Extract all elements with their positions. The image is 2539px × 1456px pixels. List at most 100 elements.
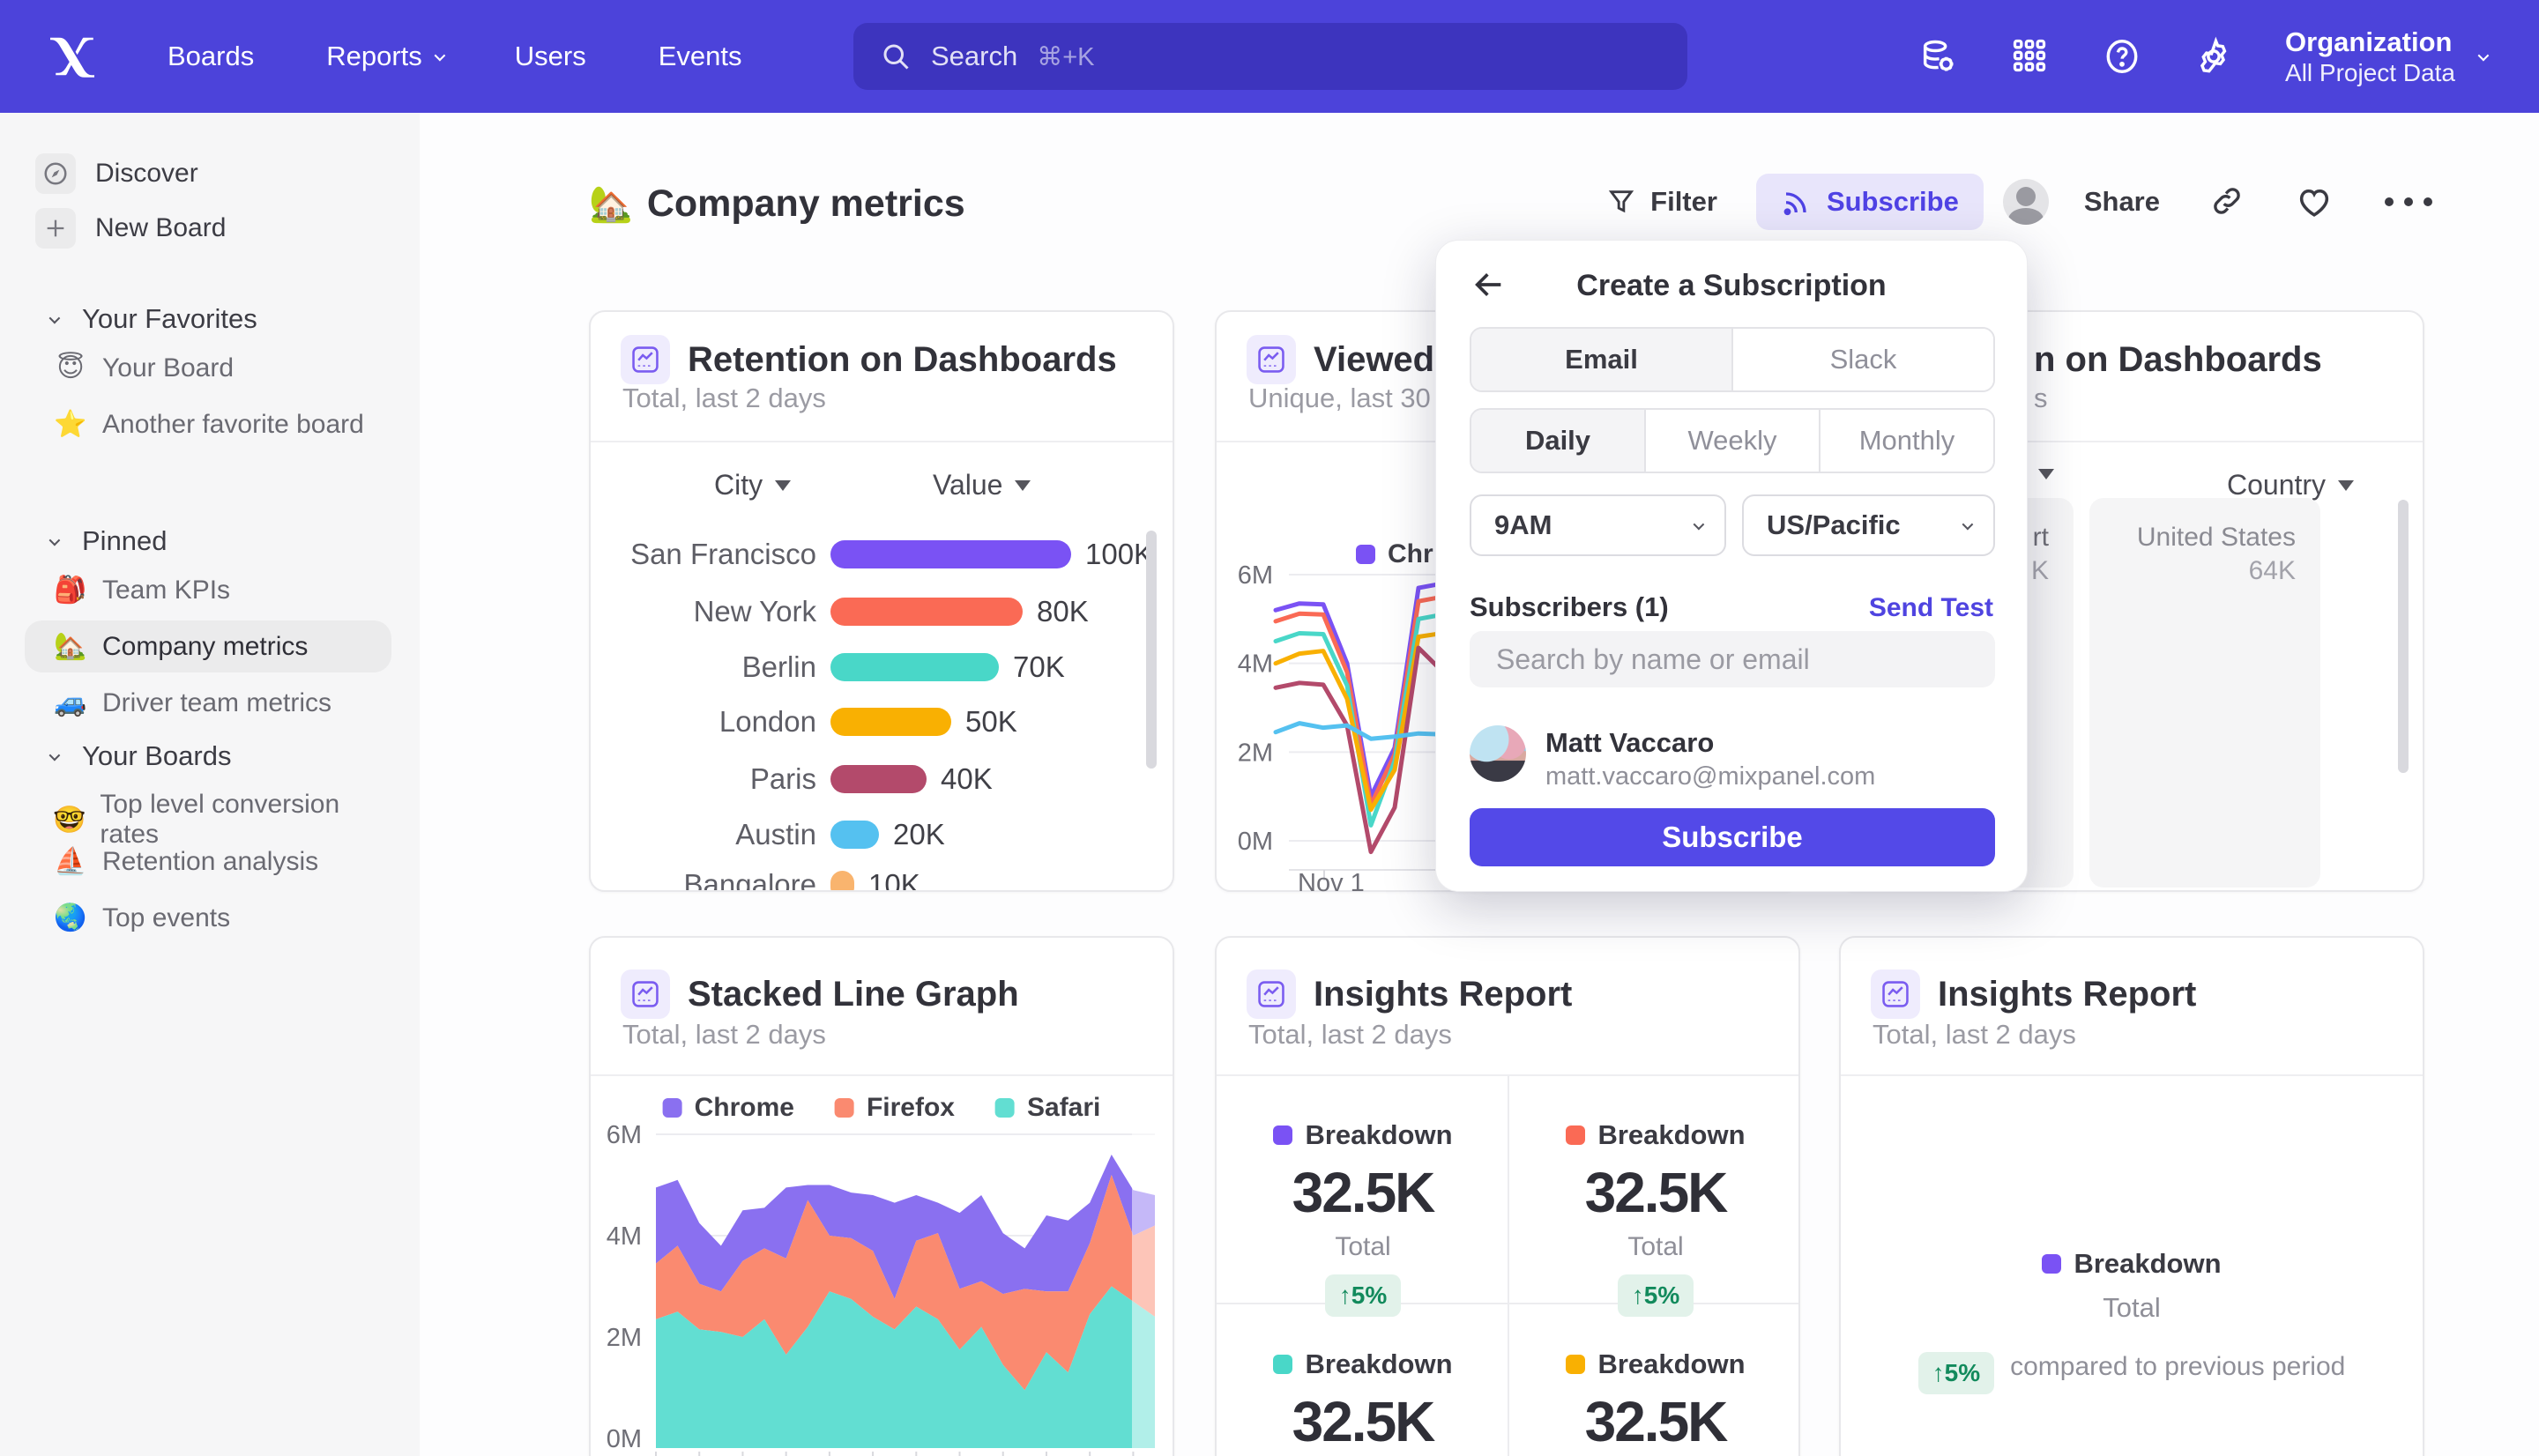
timezone-select[interactable]: US/Pacific [1742,494,1995,556]
metric-caption: Total [2103,1292,2161,1323]
scrollbar[interactable] [1146,531,1157,769]
settings-gear-icon[interactable] [2193,36,2234,77]
card-title: Stacked Line Graph [688,975,1019,1014]
subscriber-search-input[interactable] [1470,631,1995,687]
apps-grid-icon[interactable] [2010,36,2051,77]
sidebar-section-pinned[interactable]: Pinned [48,525,168,557]
retention-row-bangalore[interactable]: Bangalore 10K [591,865,1173,890]
x-tick-label: Nov 1 [1298,869,1365,897]
legend-item-safari[interactable]: Safari [995,1093,1100,1123]
sidebar-item-your-board[interactable]: 😇 Your Board [46,342,391,394]
sidebar-section-your-favorites[interactable]: Your Favorites [48,303,257,335]
card-retention-on-dashboards: Retention on Dashboards Total, last 2 da… [589,310,1174,892]
column-header-hidden[interactable] [2038,469,2054,479]
filter-button[interactable]: Filter [1606,186,1717,218]
sidebar-item-new-board[interactable]: New Board [35,208,226,249]
data-management-icon[interactable] [1918,36,1959,77]
legend-label: Firefox [866,1093,955,1122]
column-header-country[interactable]: Country [2227,469,2355,501]
rss-icon [1783,192,1806,216]
tab-slack[interactable]: Slack [1731,329,1993,390]
sidebar-item-driver-team-metrics[interactable]: 🚙 Driver team metrics [46,677,391,729]
retention-row-austin[interactable]: Austin 20K [591,814,1173,855]
funnel-icon [1608,190,1634,213]
sidebar-item-company-metrics[interactable]: 🏡 Company metrics [25,620,391,672]
row-label: New York [693,595,816,628]
card-insights-report-grid: Insights Report Total, last 2 days Break… [1215,936,1800,1456]
retention-row-london[interactable]: London 50K [591,702,1173,742]
cell-value-fragment: K [2030,556,2049,585]
tab-weekly[interactable]: Weekly [1644,410,1819,472]
chevron-down-icon [1962,518,1974,530]
more-options-icon[interactable] [2382,183,2435,220]
time-select[interactable]: 9AM [1470,494,1726,556]
metric-label: Breakdown [1597,1348,1746,1379]
row-label: Austin [735,818,816,851]
search-input[interactable]: Search ⌘+K [853,23,1687,90]
column-header-city[interactable]: City [714,469,792,501]
legend-item-firefox[interactable]: Firefox [834,1093,955,1123]
board-emoji: 🚙 [54,688,87,717]
svg-text:6M: 6M [1238,561,1273,590]
copy-link-icon[interactable] [2209,183,2246,220]
retention-row-berlin[interactable]: Berlin 70K [591,647,1173,687]
retention-row-paris[interactable]: Paris 40K [591,759,1173,799]
legend-item-chrome[interactable]: Chr [1356,539,1433,569]
subscriber-avatar [1470,725,1526,782]
row-label: San Francisco [630,538,816,570]
cell-label: United States [2136,523,2296,552]
subscribers-label: Subscribers (1) [1470,591,1669,622]
org-switcher[interactable]: Organization All Project Data [2285,26,2490,88]
divider [591,1074,1173,1076]
table-cell-united-states[interactable]: United States 64K [2089,498,2320,888]
row-value: 20K [893,818,945,851]
tab-monthly[interactable]: Monthly [1819,410,1993,472]
channel-tabs: Email Slack [1470,327,1995,392]
metric-tile[interactable]: Breakdown Total ↑5% compared to previous… [1917,1248,2345,1394]
help-icon[interactable] [2102,36,2142,77]
sidebar-item-label: Another favorite board [102,409,364,439]
nav-item-reports[interactable]: Reports [326,41,446,72]
retention-row-san-francisco[interactable]: San Francisco 100K [591,534,1173,575]
sidebar-item-another-favorite-board[interactable]: ⭐ Another favorite board [46,398,391,450]
send-test-link[interactable]: Send Test [1868,593,1993,622]
retention-row-new-york[interactable]: New York 80K [591,591,1173,632]
sidebar-item-top-events[interactable]: 🌏 Top events [46,892,391,944]
sidebar-item-label: Driver team metrics [102,687,332,717]
row-value: 50K [965,705,1017,738]
legend-swatch [1566,1125,1586,1145]
row-label: London [719,705,816,738]
stacked-area-chart[interactable]: 6M 4M 2M 0M [591,938,1173,1456]
sidebar-item-team-kpis[interactable]: 🎒 Team KPIs [46,564,391,616]
sidebar-section-your-boards[interactable]: Your Boards [48,740,231,772]
avatar[interactable] [2002,179,2049,225]
row-label: Paris [749,762,816,795]
tab-email[interactable]: Email [1471,329,1731,390]
sidebar-item-label: Company metrics [102,631,309,661]
share-button[interactable]: Share [2083,186,2160,217]
metric-tile[interactable]: Breakdown 32.5K Total ↑5% [1217,1119,1509,1317]
modal-subscribe-button[interactable]: Subscribe [1470,808,1995,866]
nav-item-events[interactable]: Events [658,41,742,71]
bar [830,540,1071,568]
scrollbar[interactable] [2398,500,2409,773]
back-arrow-icon[interactable] [1471,267,1507,302]
metric-label: Breakdown [1597,1119,1746,1150]
sidebar-item-retention-analysis[interactable]: ⛵ Retention analysis [46,836,391,888]
legend-item-chrome[interactable]: Chrome [662,1093,794,1123]
mixpanel-logo-icon[interactable] [46,30,99,83]
sidebar-item-label: Top events [102,903,231,932]
search-shortcut: ⌘+K [1037,42,1095,71]
svg-text:0M: 0M [1238,828,1273,856]
nav-item-users[interactable]: Users [514,41,586,71]
tab-daily[interactable]: Daily [1471,410,1644,472]
sidebar-item-top-level-conversion-rates[interactable]: 🤓 Top level conversion rates [46,779,391,860]
sidebar-item-discover[interactable]: Discover [35,153,198,194]
nav-item-boards[interactable]: Boards [168,41,255,71]
subscribe-button[interactable]: Subscribe [1755,174,1984,230]
metric-tile[interactable]: Breakdown 32.5K Total ↑5% [1509,1119,1802,1317]
column-header-value[interactable]: Value [933,469,1031,501]
favorite-heart-icon[interactable] [2296,183,2333,220]
